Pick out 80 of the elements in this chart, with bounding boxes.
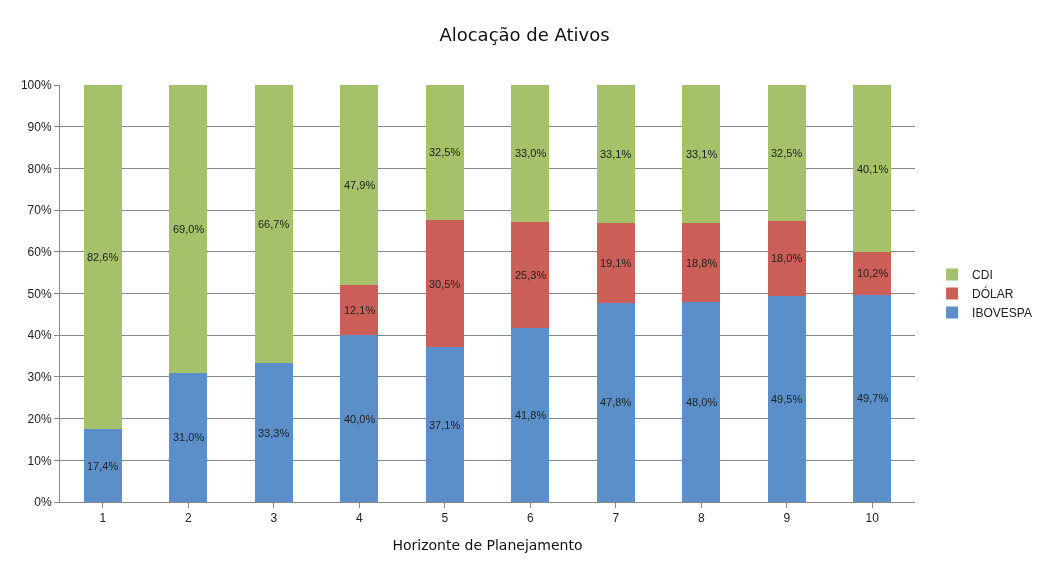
data-label: 82,6% [87,251,119,263]
chart-title: Alocação de Ativos [439,24,610,46]
x-tick-label: 10 [865,511,880,526]
x-tick-label: 8 [697,511,705,526]
x-tick-label: 9 [783,511,791,526]
bar [596,302,635,502]
data-label: 40,0% [344,413,376,425]
bar [340,85,379,285]
x-tick-label: 3 [270,511,278,526]
y-tick-label: 70% [27,203,52,218]
x-axis-title: Horizonte de Planejamento [392,536,583,553]
bar [682,223,721,302]
bar [425,220,464,348]
data-label: 30,5% [429,278,461,290]
bar [596,223,635,303]
bar [511,85,550,223]
data-label: 18,0% [771,252,803,264]
y-tick-label: 20% [27,411,52,426]
bar [682,301,721,502]
y-tick-label: 80% [27,161,52,176]
bar [340,335,379,502]
data-label: 12,1% [344,304,376,316]
y-tick-label: 100% [20,78,52,93]
x-tick-label: 7 [612,511,620,526]
data-label: 33,0% [515,147,547,159]
x-tick-label: 1 [99,511,107,526]
y-tick-label: 30% [27,370,52,385]
data-label: 49,7% [857,392,889,404]
data-label: 47,9% [344,179,376,191]
bar [767,295,806,502]
data-label: 69,0% [173,223,205,235]
bar [169,85,208,373]
data-label: 47,8% [600,396,632,408]
data-label: 33,1% [686,148,718,160]
bar [83,429,122,502]
data-label: 32,5% [771,147,803,159]
data-label: 10,2% [857,267,889,279]
bar [169,372,208,502]
legend-label: CDI [972,268,993,283]
data-label: 40,1% [857,163,889,175]
bar [425,347,464,502]
data-label: 31,0% [173,431,205,443]
y-tick-label: 90% [27,119,52,134]
data-label: 66,7% [258,218,290,230]
data-label: 48,0% [686,396,718,408]
data-label: 33,1% [600,148,632,160]
y-tick-label: 60% [27,245,52,259]
data-label: 33,3% [258,427,290,439]
data-label: 41,8% [515,409,547,421]
bar [83,85,122,430]
y-tick-label: 40% [27,328,52,343]
y-tick-label: 50% [27,286,52,301]
y-tick-label: 10% [27,453,52,468]
bar [853,294,892,502]
bar [425,85,464,221]
data-label: 37,1% [429,419,461,431]
bar [853,85,892,253]
legend-label: IBOVESPA [972,306,1032,321]
x-tick-label: 2 [184,511,192,526]
bar [767,85,806,221]
legend-label: DÓLAR [972,286,1014,302]
data-label: 49,5% [771,393,803,405]
data-label: 17,4% [87,460,119,472]
bar [853,252,892,295]
data-label: 25,3% [515,269,547,281]
x-tick-label: 4 [355,511,363,526]
x-tick-label: 5 [441,511,449,526]
data-label: 19,1% [600,257,632,269]
bar [511,327,550,502]
bar [254,363,293,502]
bar [511,222,550,328]
y-tick-label: 0% [34,495,52,510]
bar [254,85,293,364]
data-label: 32,5% [429,146,461,158]
bar [767,220,806,296]
bar [340,284,379,336]
bar [682,85,721,224]
x-tick-label: 6 [526,511,534,526]
data-label: 18,8% [686,257,718,269]
bar [596,85,635,224]
